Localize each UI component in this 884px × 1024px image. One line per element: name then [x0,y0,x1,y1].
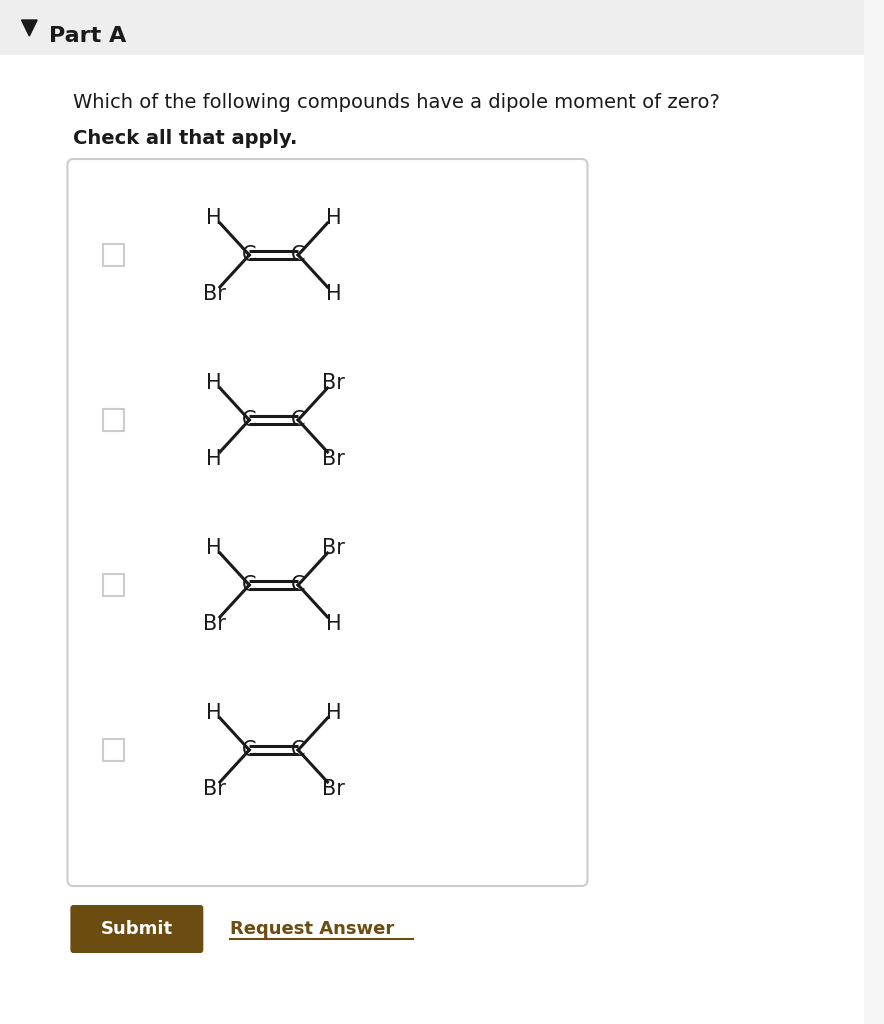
Polygon shape [21,20,37,36]
Text: H: H [206,538,222,558]
Text: H: H [325,703,341,723]
Text: C: C [242,740,256,760]
Text: H: H [325,614,341,634]
Text: C: C [291,740,305,760]
FancyBboxPatch shape [0,55,864,1024]
Text: Part A: Part A [49,26,126,46]
Text: Br: Br [202,284,225,304]
FancyBboxPatch shape [67,159,588,886]
Text: Br: Br [202,614,225,634]
Text: Submit: Submit [101,920,173,938]
Text: H: H [206,208,222,228]
Text: Br: Br [322,449,345,469]
FancyBboxPatch shape [0,0,864,55]
Text: H: H [206,703,222,723]
Text: C: C [291,575,305,595]
Text: H: H [206,449,222,469]
Bar [103,574,124,596]
FancyBboxPatch shape [71,905,203,953]
Text: C: C [242,410,256,430]
Text: Check all that apply.: Check all that apply. [73,128,298,147]
Text: Br: Br [322,373,345,393]
Text: C: C [242,575,256,595]
Text: Br: Br [202,779,225,799]
Bar [103,739,124,761]
Text: C: C [291,410,305,430]
Text: H: H [325,284,341,304]
Text: Br: Br [322,538,345,558]
Text: H: H [206,373,222,393]
Text: C: C [242,245,256,265]
Text: Which of the following compounds have a dipole moment of zero?: Which of the following compounds have a … [73,92,720,112]
Bar [103,244,124,266]
Text: Request Answer: Request Answer [230,920,394,938]
Text: Br: Br [322,779,345,799]
Text: C: C [291,245,305,265]
Bar [103,409,124,431]
Text: H: H [325,208,341,228]
